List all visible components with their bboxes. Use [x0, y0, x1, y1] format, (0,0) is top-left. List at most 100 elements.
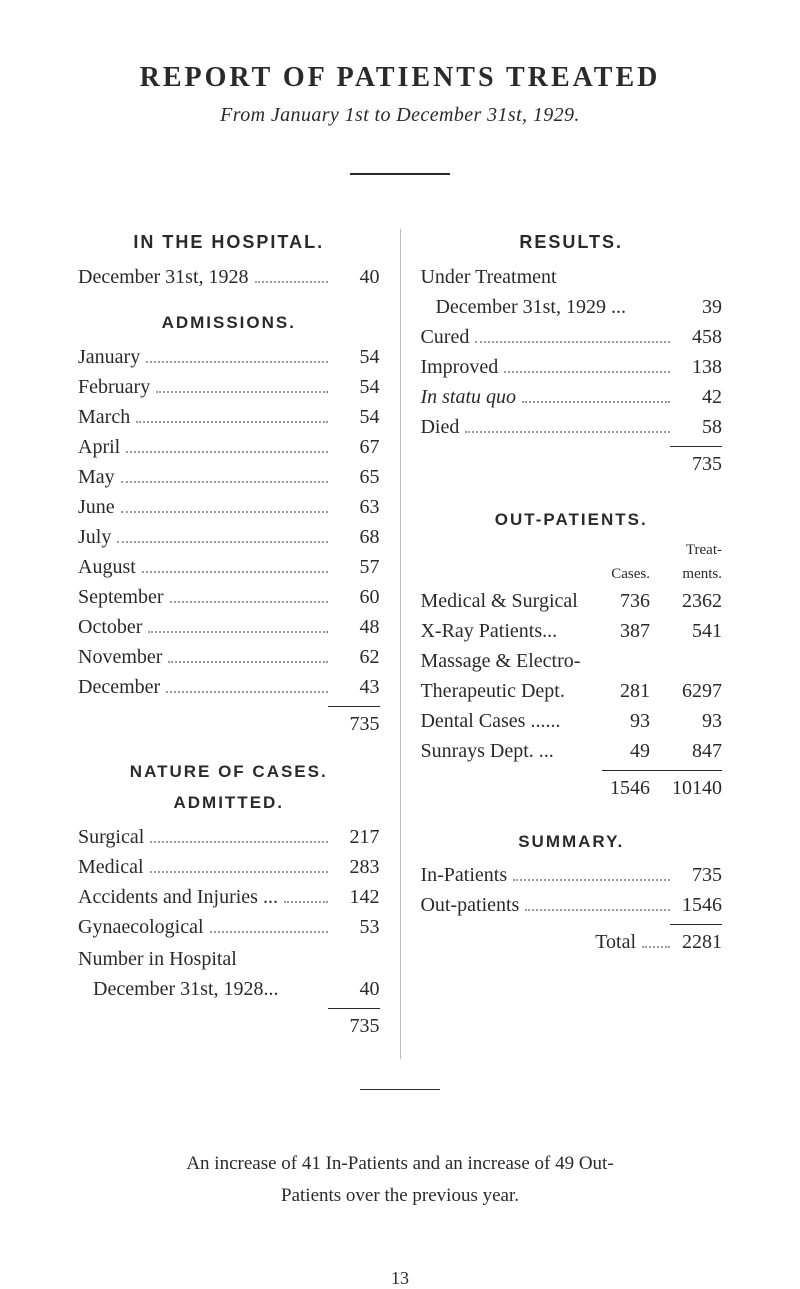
table-row: December 43: [78, 672, 380, 702]
row-treatments: 541: [650, 616, 722, 646]
row-value: 54: [334, 402, 380, 432]
row-label: January: [78, 342, 140, 372]
row-label: June: [78, 492, 115, 522]
table-row: Medical283: [78, 852, 380, 882]
table-row: Died 58: [420, 412, 722, 442]
under-treatment-line: Under Treatment: [420, 262, 722, 292]
nature-total: 735: [78, 1011, 380, 1041]
row-label: Died: [420, 412, 459, 442]
table-row: Improved138: [420, 352, 722, 382]
table-row: Therapeutic Dept.2816297: [420, 676, 722, 706]
nature-heading-2: ADMITTED.: [78, 790, 380, 816]
table-row: August57: [78, 552, 380, 582]
row-label: Total: [595, 927, 636, 957]
row-label: Therapeutic Dept.: [420, 676, 588, 706]
right-column: RESULTS. Under Treatment December 31st, …: [400, 229, 722, 1059]
row-value: 43: [334, 672, 380, 702]
page-title: REPORT OF PATIENTS TREATED: [78, 62, 722, 94]
dot-leader: [121, 500, 328, 513]
nih-subrow: December 31st, 1928... 40: [78, 974, 380, 1004]
row-value: 57: [334, 552, 380, 582]
col-head-treat: Treat-: [650, 539, 722, 562]
results-heading: RESULTS.: [420, 229, 722, 256]
row-label: Sunrays Dept. ...: [420, 736, 588, 766]
dot-leader: [170, 590, 328, 603]
dot-leader: [513, 868, 670, 881]
row-cases: 49: [588, 736, 650, 766]
dot-leader: [136, 410, 327, 423]
row-value: 40: [334, 974, 380, 1004]
row-value: 1546: [676, 890, 722, 920]
row-value: 53: [334, 912, 380, 942]
table-row: Dental Cases ......9393: [420, 706, 722, 736]
columns: IN THE HOSPITAL. December 31st, 1928 40 …: [78, 229, 722, 1059]
results-list: Cured458Improved138In statu quo42Died58: [420, 322, 722, 442]
row-label: September: [78, 582, 164, 612]
row-cases: 93: [588, 706, 650, 736]
row-cases: 387: [588, 616, 650, 646]
outpatients-header-row2: Cases. ments.: [420, 563, 722, 586]
row-value: 39: [676, 292, 722, 322]
row-label: Accidents and Injuries ...: [78, 882, 278, 912]
row-cases: 736: [588, 586, 650, 616]
row-value: 68: [334, 522, 380, 552]
row-value: 735: [676, 860, 722, 890]
dot-leader: [255, 270, 328, 283]
sum-rule: [602, 770, 722, 771]
footnote-line2: Patients over the previous year.: [78, 1180, 722, 1212]
results-total: 735: [420, 449, 722, 479]
dot-leader: [150, 830, 327, 843]
dot-leader: [150, 860, 328, 873]
admissions-total: 735: [78, 709, 380, 739]
bottom-rule: [360, 1089, 440, 1090]
row-label: Cured: [420, 322, 469, 352]
row-label: In-Patients: [420, 860, 507, 890]
row-label: December 31st, 1929 ...: [420, 292, 626, 322]
summary-list: In-Patients735Out-patients1546: [420, 860, 722, 920]
dot-leader: [284, 890, 328, 903]
outp-total-treat: 10140: [650, 773, 722, 803]
dot-leader: [121, 470, 328, 483]
table-row: In statu quo42: [420, 382, 722, 412]
page-subtitle: From January 1st to December 31st, 1929.: [78, 104, 722, 127]
admissions-list: January54February54March54April67May65Ju…: [78, 342, 380, 702]
row-value: 138: [676, 352, 722, 382]
col-head-cases: Cases.: [588, 563, 650, 586]
outpatients-total: 1546 10140: [420, 773, 722, 803]
table-row: Medical & Surgical7362362: [420, 586, 722, 616]
row-value: 217: [334, 822, 380, 852]
row-label: Gynaecological: [78, 912, 204, 942]
outpatients-list: Medical & Surgical7362362X-Ray Patients.…: [420, 586, 722, 766]
row-treatments: 2362: [650, 586, 722, 616]
row-value: 58: [676, 412, 722, 442]
dot-leader: [525, 898, 670, 911]
row-label: Surgical: [78, 822, 144, 852]
row-value: 283: [334, 852, 380, 882]
row-label: Medical & Surgical: [420, 586, 588, 616]
table-row: September60: [78, 582, 380, 612]
table-row: November62: [78, 642, 380, 672]
dot-leader: [166, 680, 327, 693]
table-row: Gynaecological 53: [78, 912, 380, 942]
nature-heading-1: NATURE OF CASES.: [78, 759, 380, 785]
row-label: December: [78, 672, 160, 702]
table-row: Sunrays Dept. ...49847: [420, 736, 722, 766]
table-row: April 67: [78, 432, 380, 462]
admissions-heading: ADMISSIONS.: [78, 310, 380, 336]
row-value: 65: [334, 462, 380, 492]
row-label: July: [78, 522, 111, 552]
nih-line: Number in Hospital: [78, 944, 380, 974]
row-value: 62: [334, 642, 380, 672]
sum-rule: [670, 924, 722, 925]
dot-leader: [210, 920, 328, 933]
dot-leader: [475, 330, 670, 343]
dot-leader: [504, 360, 670, 373]
row-label: February: [78, 372, 150, 402]
summary-heading: SUMMARY.: [420, 829, 722, 855]
sum-rule: [328, 1008, 380, 1009]
col-head-cases: [588, 539, 650, 562]
row-label: April: [78, 432, 120, 462]
dot-leader: [156, 380, 327, 393]
footnote-line1: An increase of 41 In-Patients and an inc…: [78, 1148, 722, 1180]
row-value: 67: [334, 432, 380, 462]
